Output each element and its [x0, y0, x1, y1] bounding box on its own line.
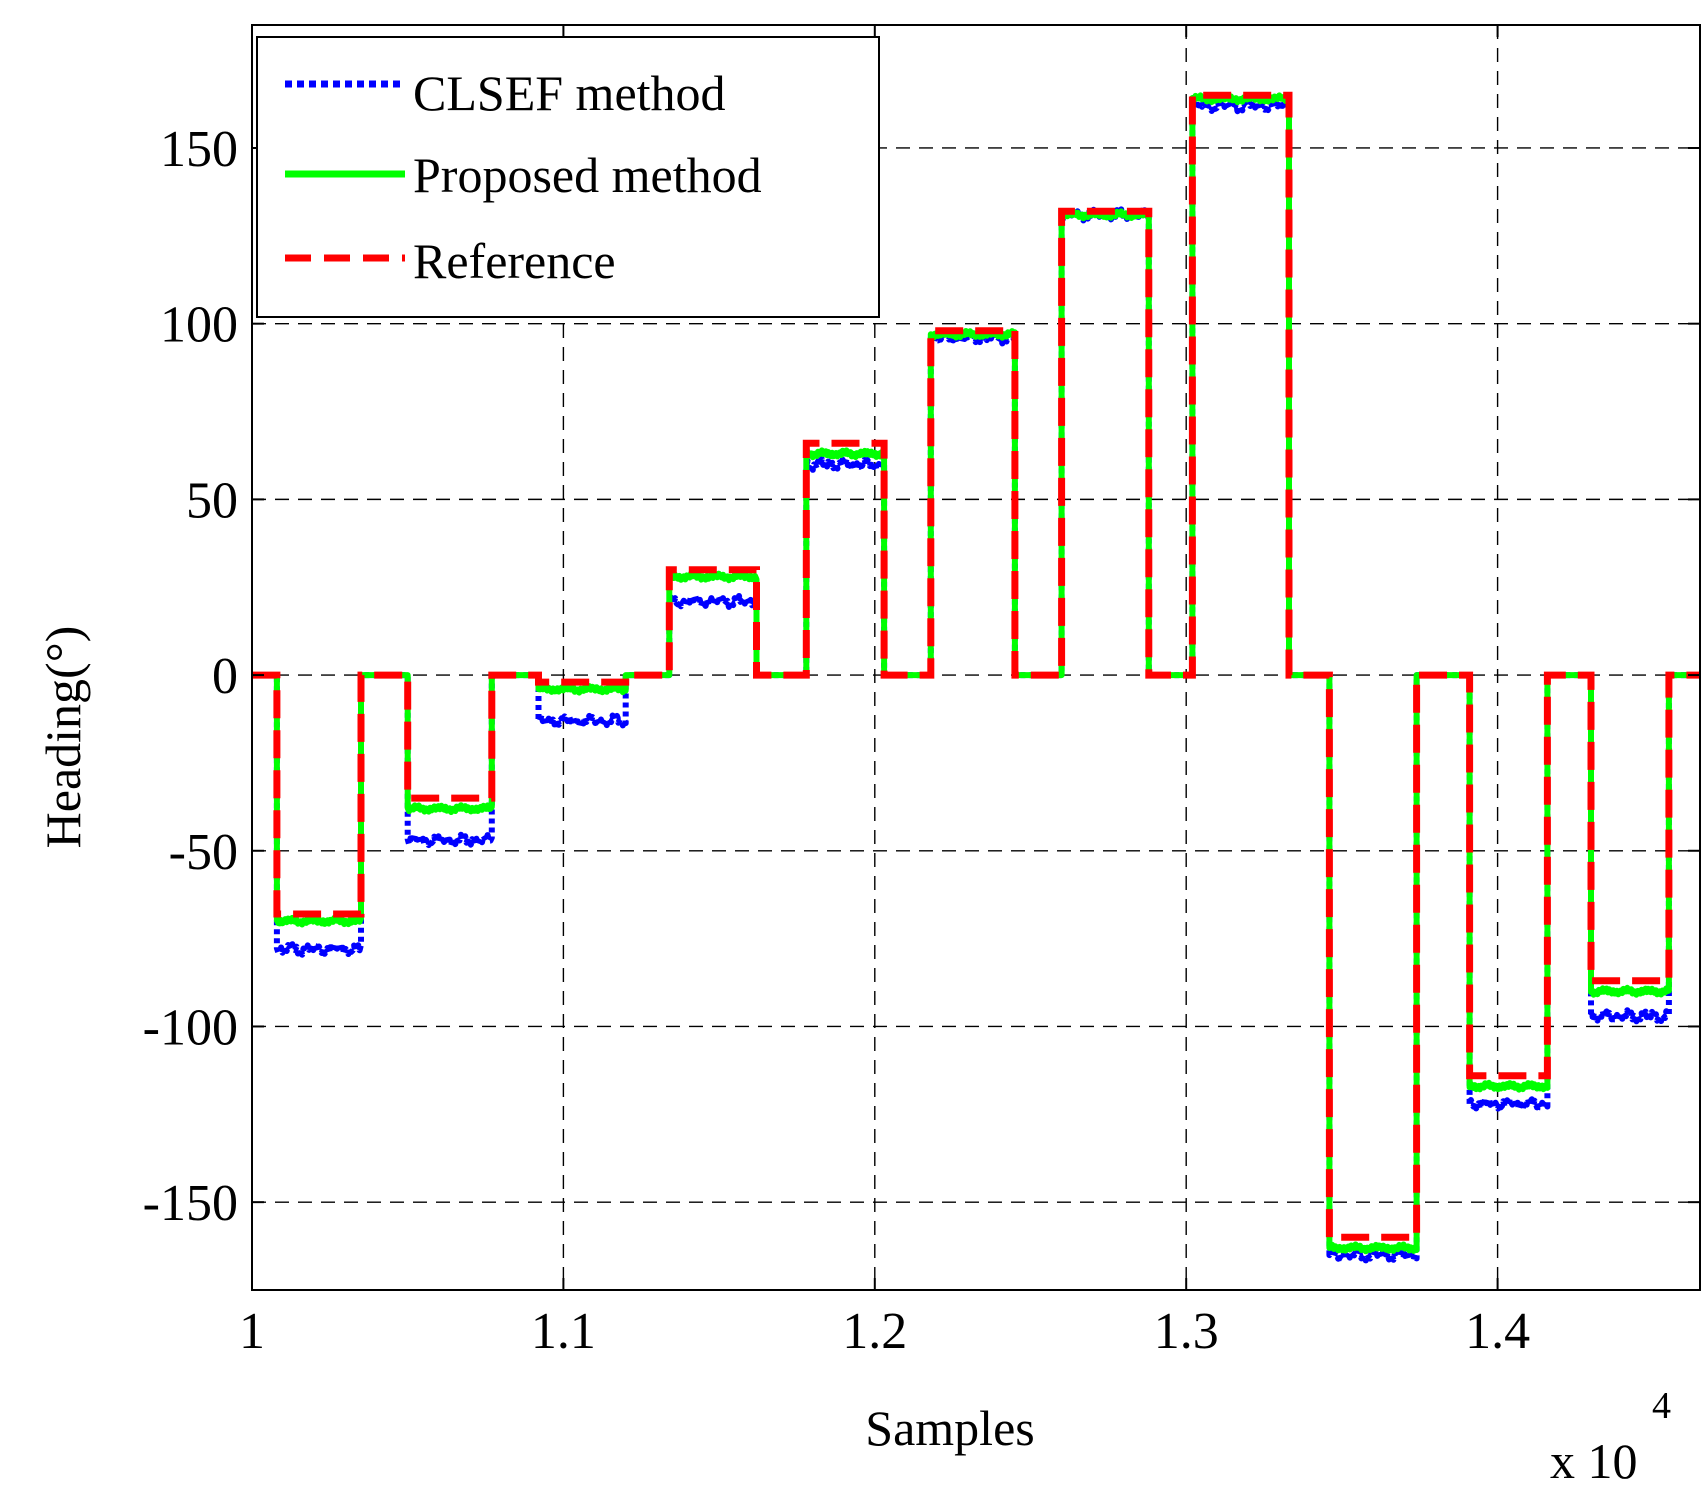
series-reference [252, 91, 1700, 1241]
x-tick-label: 1.2 [842, 1303, 907, 1360]
y-tick-label: 100 [160, 297, 238, 354]
x-multiplier-label: x 10 [1550, 1433, 1638, 1489]
legend: CLSEF method Proposed method Reference [256, 36, 880, 318]
x-tick-label: 1 [239, 1303, 265, 1360]
series-proposed-method [252, 92, 1700, 1255]
y-tick-label: -50 [169, 824, 238, 881]
x-tick-label: 1.4 [1465, 1303, 1530, 1360]
line-reference [252, 91, 1700, 1241]
line-proposed-method [252, 92, 1700, 1255]
y-tick-label: -100 [143, 999, 238, 1056]
plot-frame [251, 24, 1701, 1291]
y-axis-ticks: 150 100 50 0 -50 -100 -150 [143, 121, 1700, 1232]
x-axis-label: Samples [865, 1400, 1034, 1456]
y-axis-label: Heading(°) [35, 626, 91, 849]
grid [252, 25, 1700, 1290]
legend-label-proposed: Proposed method [413, 147, 762, 203]
y-tick-label: 50 [186, 472, 238, 529]
y-tick-label: 150 [160, 121, 238, 178]
y-tick-label: 0 [212, 648, 238, 705]
x-axis-ticks: 1 1.1 1.2 1.3 1.4 [239, 25, 1530, 1360]
y-tick-label: -150 [143, 1175, 238, 1232]
legend-label-reference: Reference [413, 233, 616, 289]
x-multiplier-exponent: 4 [1652, 1385, 1671, 1427]
x-tick-label: 1.3 [1154, 1303, 1219, 1360]
legend-label-clsef: CLSEF method [413, 65, 726, 121]
x-tick-label: 1.1 [531, 1303, 596, 1360]
